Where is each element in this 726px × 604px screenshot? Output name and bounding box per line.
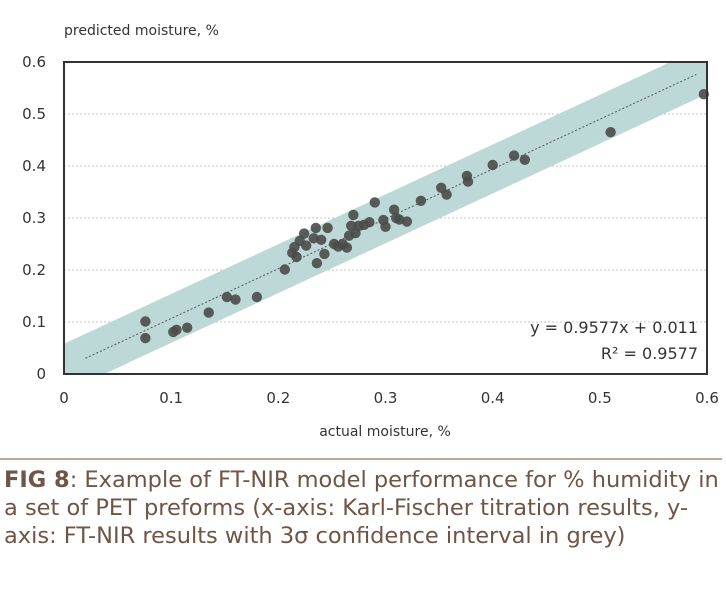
data-points: [140, 89, 709, 344]
x-tick-label: 0.3: [374, 389, 398, 407]
data-point: [319, 248, 330, 260]
data-point: [230, 294, 241, 305]
data-point: [322, 222, 333, 234]
data-point: [203, 307, 214, 318]
r-squared-label: R² = 0.9577: [601, 344, 698, 363]
x-tick-label: 0.1: [159, 389, 183, 407]
data-point: [364, 217, 375, 228]
x-tick-label: 0.6: [695, 389, 719, 407]
data-point: [221, 291, 233, 303]
data-point: [251, 291, 263, 303]
caption-text: : Example of FT-NIR model performance fo…: [4, 467, 719, 549]
trend-line-path: [85, 74, 697, 359]
data-point: [508, 150, 520, 161]
data-point: [380, 221, 391, 232]
data-point: [519, 154, 530, 165]
regression-equation: y = 0.9577x + 0.011: [530, 318, 698, 337]
data-point: [301, 240, 312, 251]
data-point: [388, 204, 400, 215]
data-point: [171, 324, 182, 335]
y-tick-label: 0: [36, 365, 46, 383]
trend-line: [85, 74, 697, 359]
caption-label: FIG 8: [4, 467, 70, 493]
y-axis-ticks: 0 0.1 0.2 0.3 0.4 0.5 0.6: [22, 53, 46, 383]
data-point: [291, 251, 302, 263]
data-point: [341, 242, 353, 253]
y-tick-label: 0.5: [22, 105, 46, 123]
figure-caption: FIG 8: Example of FT-NIR model performan…: [4, 466, 719, 550]
plot-area-frame: [63, 61, 708, 375]
x-tick-label: 0.4: [481, 389, 505, 407]
y-tick-label: 0.6: [22, 53, 46, 71]
data-point: [182, 322, 193, 333]
y-tick-label: 0.3: [22, 209, 46, 227]
data-point: [298, 228, 310, 239]
data-point: [279, 264, 290, 275]
data-point: [140, 332, 151, 344]
data-point: [140, 316, 151, 327]
x-tick-label: 0: [59, 389, 69, 407]
x-tick-label: 0.5: [588, 389, 612, 407]
data-point: [311, 258, 323, 269]
x-tick-label: 0.2: [266, 389, 290, 407]
data-point: [310, 222, 321, 234]
data-point: [348, 209, 359, 221]
data-point: [369, 197, 380, 208]
data-point: [605, 127, 616, 138]
caption-divider: [0, 458, 722, 460]
y-tick-label: 0.1: [22, 313, 46, 331]
data-point: [462, 176, 474, 187]
y-tick-label: 0.4: [22, 157, 46, 175]
data-point: [441, 189, 452, 200]
data-point: [487, 159, 498, 171]
x-axis-title: actual moisture, %: [319, 424, 451, 440]
y-tick-label: 0.2: [22, 261, 46, 279]
y-axis-title: predicted moisture, %: [64, 23, 219, 39]
data-point: [316, 234, 327, 245]
scatter-chart: predicted moisture, % actual moisture, %…: [22, 23, 719, 440]
data-point: [415, 195, 427, 206]
data-point: [401, 216, 413, 227]
x-axis-ticks: 0 0.1 0.2 0.3 0.4 0.5 0.6: [59, 389, 719, 407]
